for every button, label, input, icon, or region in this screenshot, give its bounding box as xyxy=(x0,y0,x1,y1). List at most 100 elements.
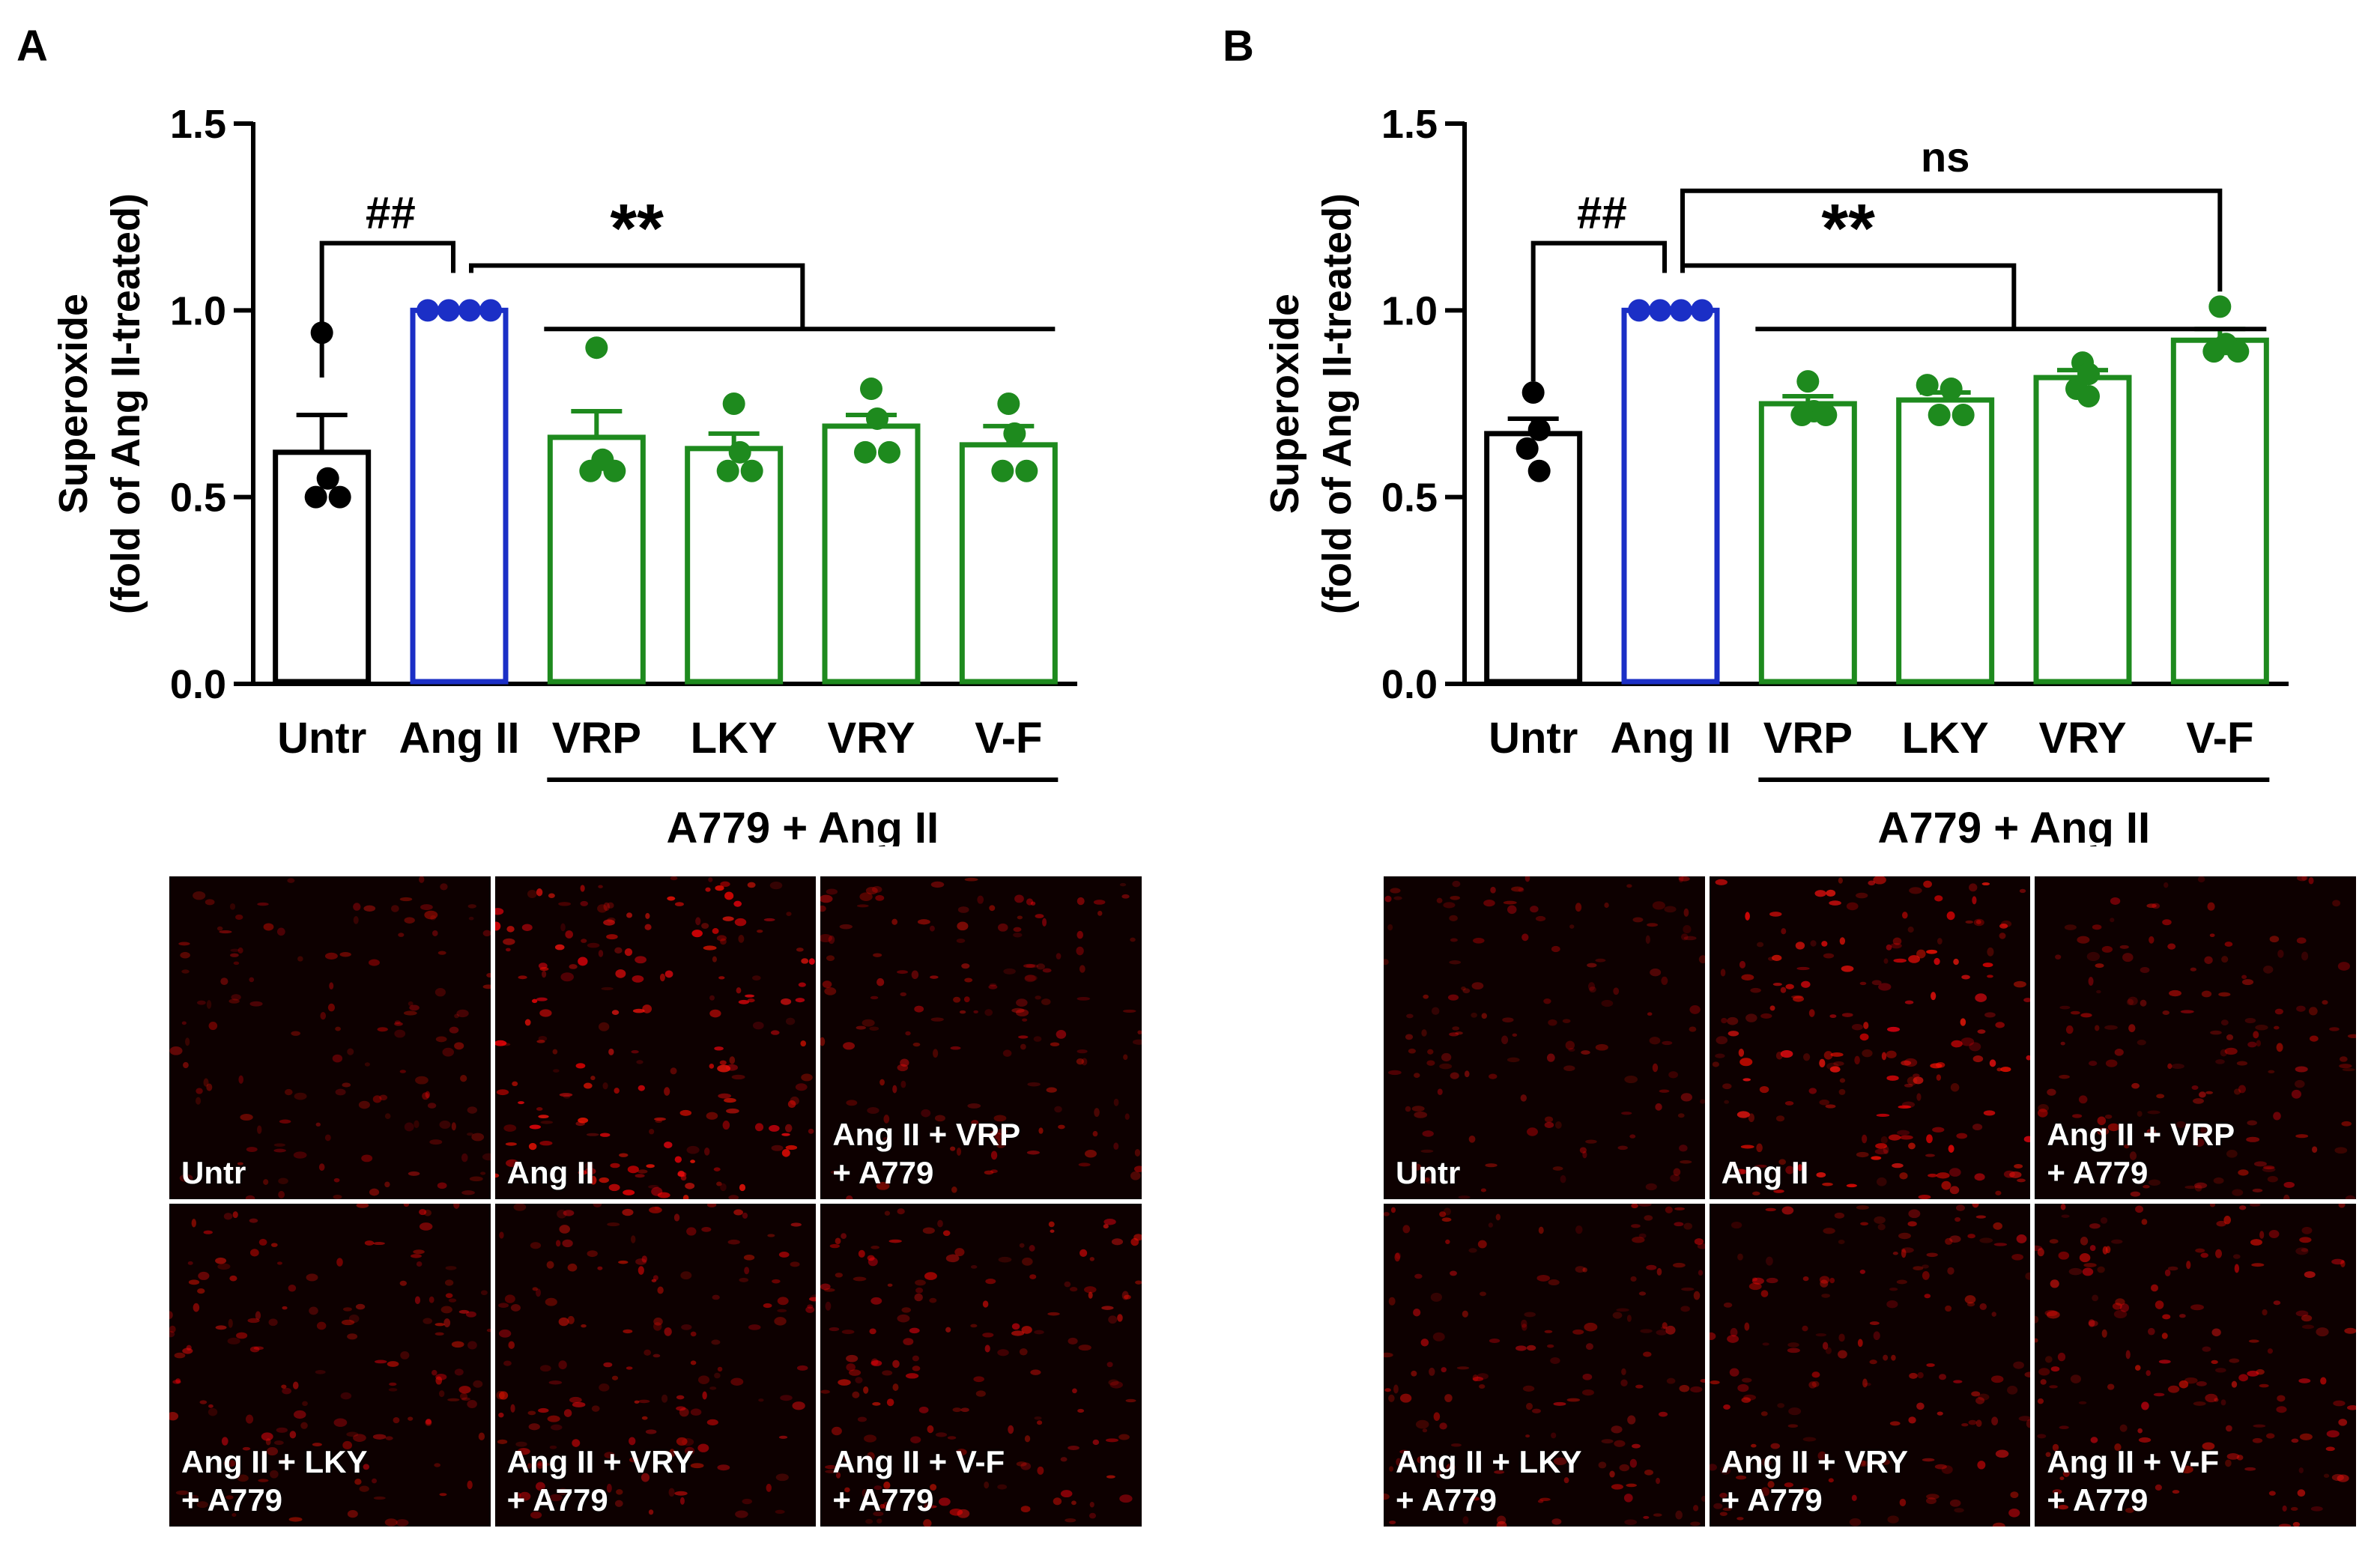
cell-spots xyxy=(494,876,815,1199)
image-label: Untr xyxy=(181,1154,246,1190)
data-point xyxy=(304,485,327,509)
data-point xyxy=(1928,403,1951,426)
data-point xyxy=(1015,459,1038,482)
x-tick-label: LKY xyxy=(1902,714,1989,763)
data-point xyxy=(728,440,751,464)
fluorescence-image: Ang II + VRY + A779 xyxy=(494,1204,817,1527)
data-point xyxy=(722,392,745,415)
data-point xyxy=(1951,403,1975,426)
fluorescence-image: Ang II xyxy=(494,876,817,1199)
data-point xyxy=(866,407,888,430)
y-tick-label: 0.0 xyxy=(1381,662,1438,707)
cell-spots xyxy=(2038,876,2356,1199)
data-point xyxy=(1916,374,1939,397)
data-point xyxy=(579,459,602,482)
image-label: Ang II + VRP + A779 xyxy=(2047,1117,2235,1190)
data-point xyxy=(585,336,608,360)
cell-spots xyxy=(169,876,491,1199)
cell-spots xyxy=(1712,876,2031,1199)
cell-spots xyxy=(820,1208,1142,1527)
data-point xyxy=(458,299,481,322)
y-tick-label: 0.0 xyxy=(170,662,226,707)
y-tick-label: 0.5 xyxy=(1381,476,1438,521)
cell-texture xyxy=(169,1204,491,1527)
data-point xyxy=(1814,403,1838,426)
image-label: Ang II + LKY + A779 xyxy=(1396,1444,1582,1518)
x-tick-label: LKY xyxy=(691,714,778,763)
x-tick-label: VRY xyxy=(2038,714,2126,763)
data-point xyxy=(1691,299,1713,322)
panel-a-image-grid: Untr Ang II Ang II + VRP + A779 Ang II + LK… xyxy=(169,876,1142,1527)
x-tick-label: V-F xyxy=(975,714,1042,763)
bar-vrp xyxy=(1758,401,1857,685)
fluorescence-image: Ang II + V-F + A779 xyxy=(2035,1204,2356,1527)
data-point xyxy=(991,459,1014,482)
data-point xyxy=(1527,459,1551,482)
x-tick-label: VRP xyxy=(1763,714,1853,763)
cell-spots xyxy=(1384,876,1705,1199)
x-tick-label: Ang II xyxy=(1610,714,1731,763)
data-point xyxy=(2226,340,2250,363)
sig-label-untr-angii: ## xyxy=(366,188,416,238)
bar-ang-ii xyxy=(410,307,509,685)
data-point xyxy=(740,459,763,482)
sig-bracket-untr-angii xyxy=(1530,240,1667,381)
data-point xyxy=(2077,385,2100,408)
image-label: Ang II xyxy=(506,1154,595,1190)
cell-spots xyxy=(169,1204,491,1527)
cell-texture xyxy=(1384,876,1705,1199)
panel-a-chart: 0.0 0.5 1.0 1.5 Superoxide (fold of Ang II-tr… xyxy=(51,102,1077,846)
cell-texture xyxy=(2035,1204,2356,1527)
data-point xyxy=(716,459,739,482)
data-point xyxy=(860,378,882,401)
sig-bracket-angii-treatments xyxy=(469,263,805,330)
data-point xyxy=(1940,378,1963,401)
sig-label-untr-angii: ## xyxy=(1577,188,1627,238)
sig-bracket-untr-angii xyxy=(319,240,455,378)
data-point xyxy=(437,299,460,322)
fluorescence-image: Ang II xyxy=(1709,876,2031,1199)
sig-bracket-angii-treatments xyxy=(1680,263,2017,330)
cell-spots xyxy=(1709,1204,2031,1527)
image-label: Ang II + VRY + A779 xyxy=(506,1444,694,1518)
y-axis-label-line1: Superoxide xyxy=(1262,294,1307,514)
cell-spots xyxy=(820,877,1142,1199)
bar-lky xyxy=(1896,397,1995,685)
y-axis-label-line2: (fold of Ang II-treated) xyxy=(1315,193,1360,614)
y-tick-label: 0.5 xyxy=(170,476,226,521)
group-label: A779 + Ang II xyxy=(666,804,939,846)
x-tick-label: VRP xyxy=(552,714,641,763)
data-point xyxy=(1670,299,1692,322)
data-point xyxy=(854,440,876,464)
data-point xyxy=(878,440,900,464)
fluorescence-image: Untr xyxy=(169,876,491,1199)
x-tick-label: Untr xyxy=(277,714,366,763)
cell-texture xyxy=(494,876,815,1199)
sig-label-vf: ns xyxy=(1921,133,1969,181)
data-point xyxy=(1790,403,1814,426)
image-label: Ang II + VRP + A779 xyxy=(832,1117,1021,1190)
fluorescence-image: Ang II + VRY + A779 xyxy=(1709,1204,2031,1527)
cell-spots xyxy=(1384,1204,1705,1527)
image-label: Untr xyxy=(1396,1154,1461,1190)
data-point xyxy=(1649,299,1671,322)
data-point xyxy=(417,299,439,322)
panel-b-image-grid: Untr Ang II Ang II + VRP + A779 Ang II + LK… xyxy=(1384,876,2356,1527)
data-point xyxy=(997,392,1020,415)
data-point xyxy=(479,299,502,322)
cell-texture xyxy=(820,877,1142,1199)
data-point xyxy=(2208,295,2232,318)
x-tick-label: V-F xyxy=(2186,714,2253,763)
fluorescence-image: Ang II + V-F + A779 xyxy=(820,1204,1142,1527)
x-tick-label: Ang II xyxy=(399,714,519,763)
cell-texture xyxy=(169,876,491,1199)
data-point xyxy=(1527,418,1551,441)
y-tick-label: 1.0 xyxy=(1381,288,1438,333)
panel-b-chart: 0.0 0.5 1.0 1.5 Superoxide (fold of Ang II-tr… xyxy=(1262,102,2289,846)
image-label: Ang II xyxy=(1721,1154,1809,1190)
cell-texture xyxy=(820,1208,1142,1527)
fluorescence-image: Ang II + LKY + A779 xyxy=(1384,1204,1705,1527)
panel-b-letter: B xyxy=(1223,22,1254,70)
cell-spots xyxy=(496,1204,817,1519)
image-label: Ang II + V-F + A779 xyxy=(2047,1444,2220,1518)
